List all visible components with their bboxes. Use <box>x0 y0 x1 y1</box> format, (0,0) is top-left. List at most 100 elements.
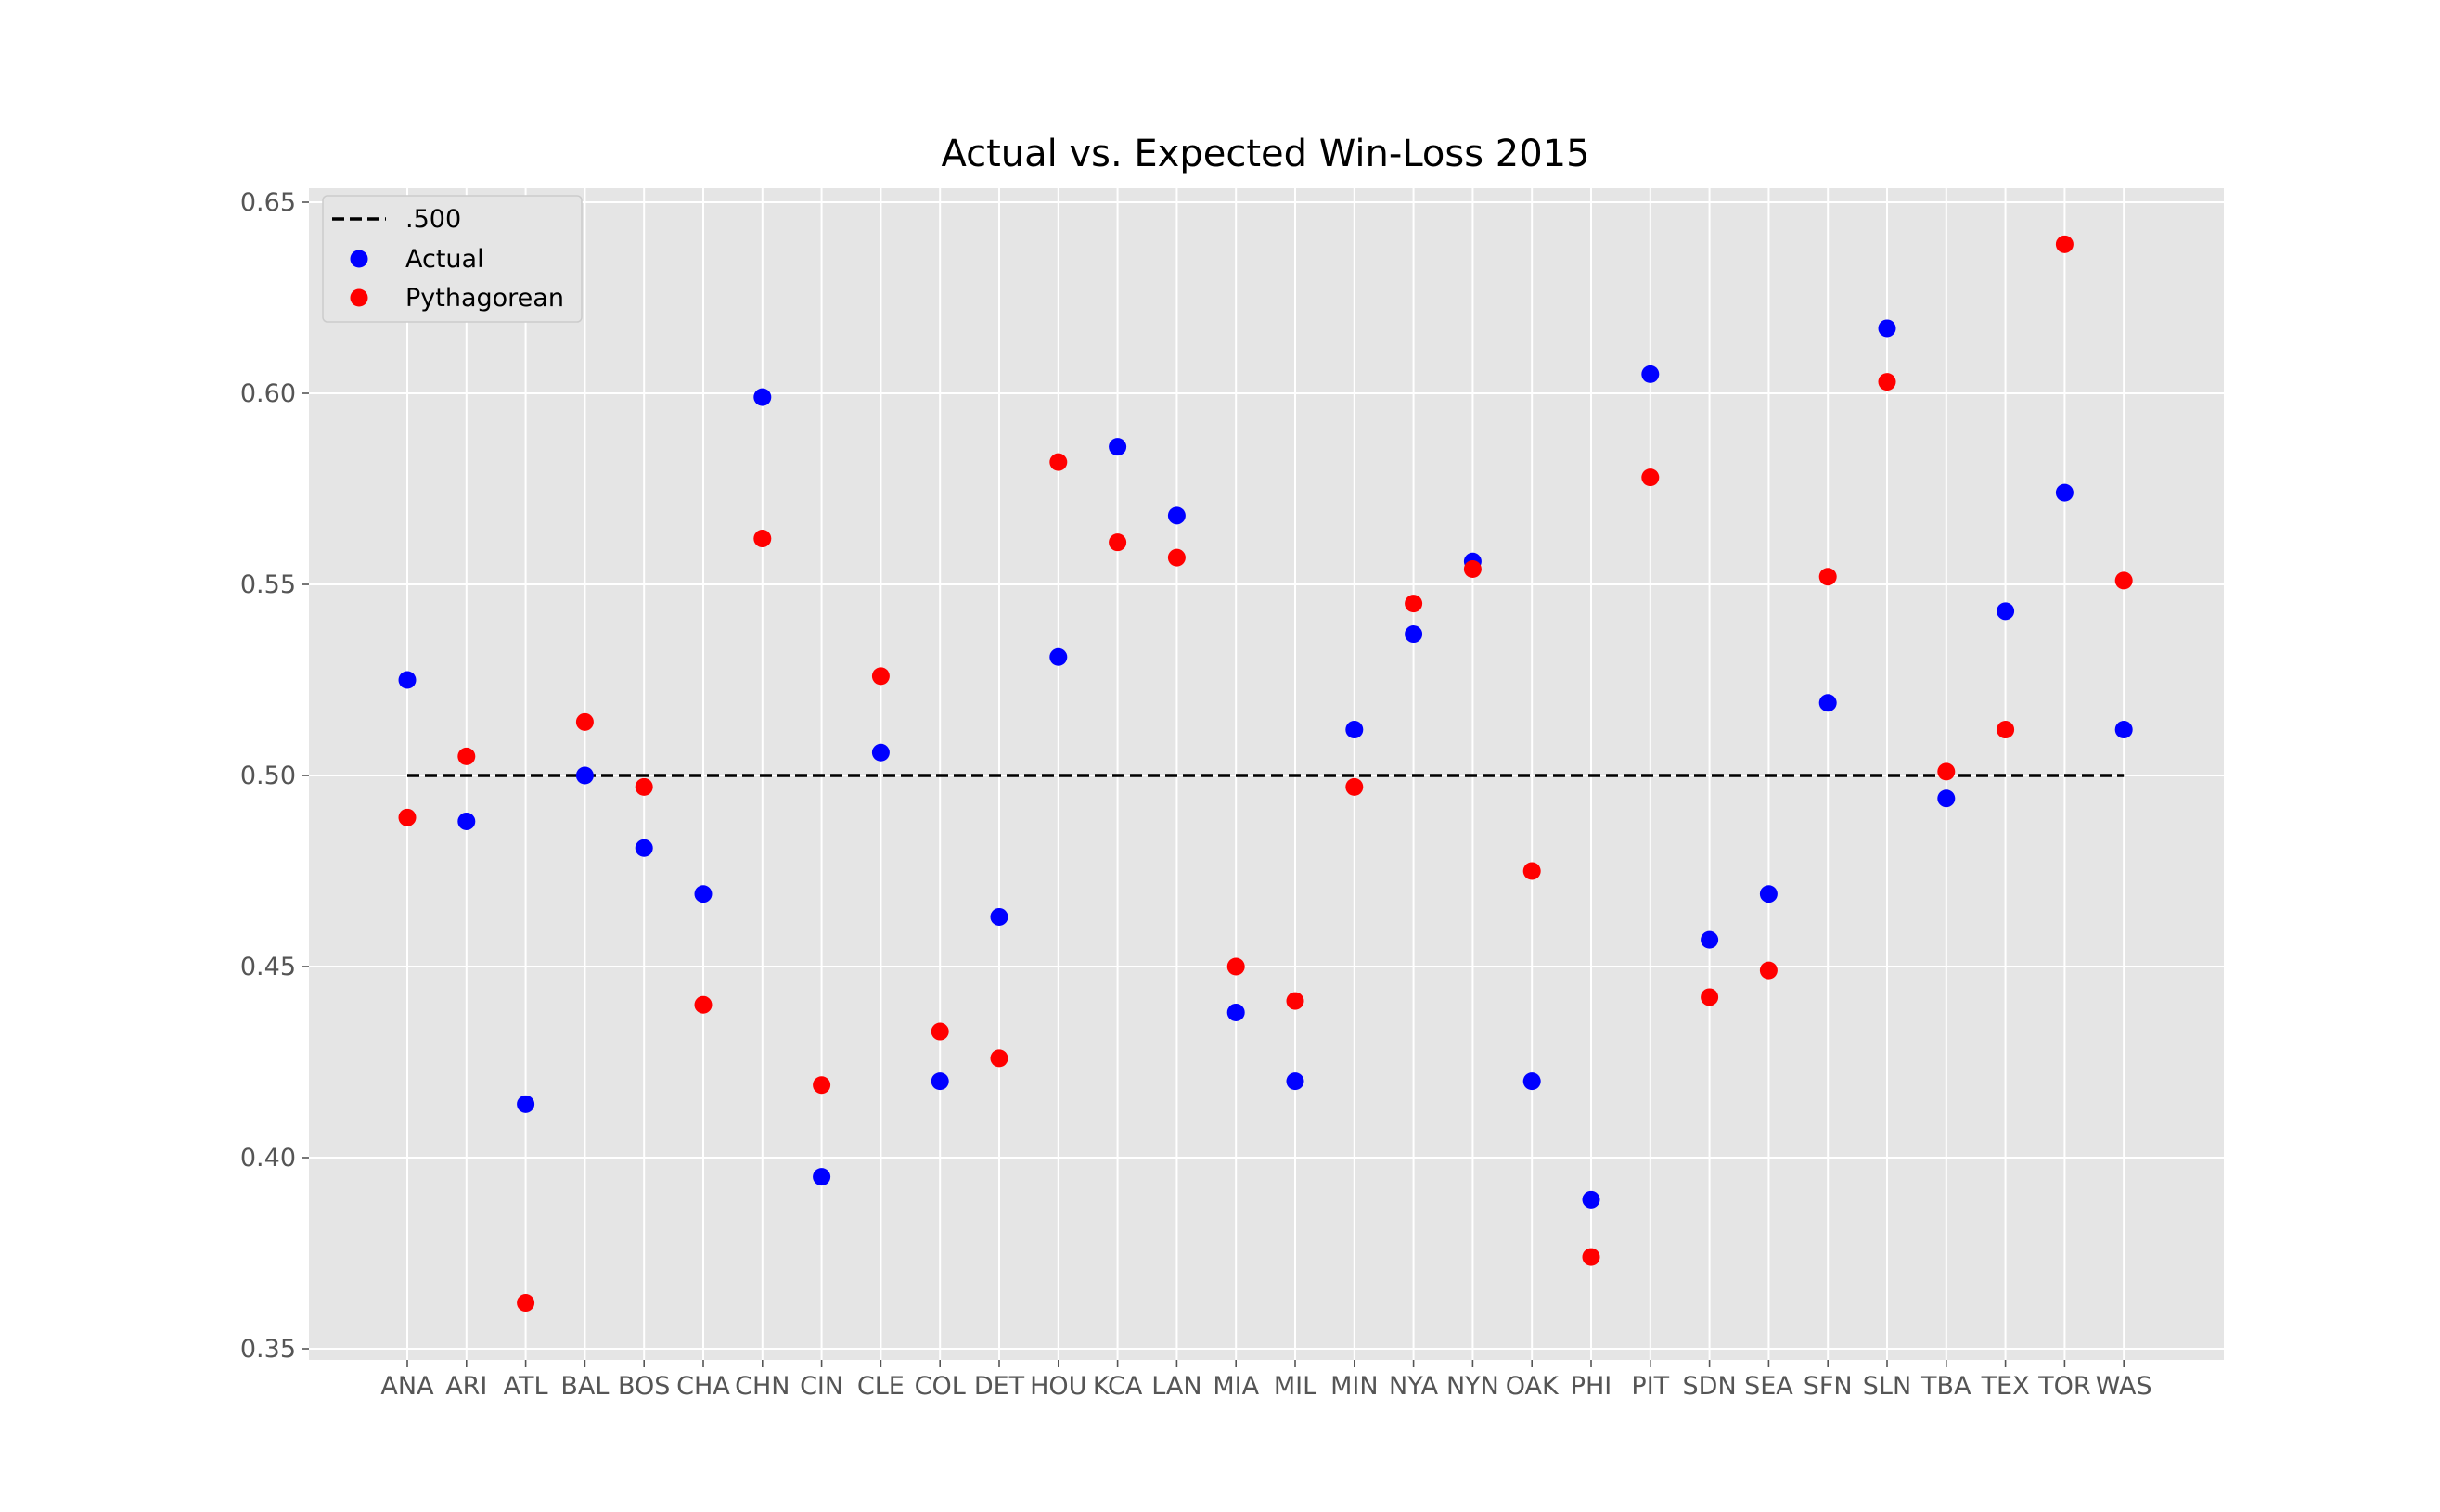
pythagorean-point-nya <box>1405 595 1423 613</box>
x-tick-label: DET <box>974 1372 1025 1401</box>
actual-point-bos <box>635 839 653 857</box>
pythagorean-point-det <box>990 1049 1008 1068</box>
x-tick-label: SDN <box>1683 1372 1737 1401</box>
y-tick-label: 0.65 <box>240 188 296 217</box>
x-tick-label: HOU <box>1030 1372 1086 1401</box>
x-tick-label: MIN <box>1330 1372 1378 1401</box>
pythagorean-point-ari <box>457 747 476 765</box>
y-tick-label: 0.55 <box>240 570 296 599</box>
legend-pythagorean-marker <box>350 288 368 307</box>
actual-point-min <box>1345 721 1364 739</box>
x-tick-label: PHI <box>1571 1372 1612 1401</box>
x-tick-label: BOS <box>618 1372 670 1401</box>
actual-point-ana <box>398 671 417 689</box>
pythagorean-point-sfn <box>1818 568 1837 586</box>
actual-point-hou <box>1049 647 1068 666</box>
pythagorean-point-oak <box>1522 862 1541 880</box>
pythagorean-point-bal <box>575 712 594 731</box>
actual-point-col <box>931 1072 949 1091</box>
actual-point-phi <box>1582 1190 1600 1209</box>
x-tick-label: LAN <box>1151 1372 1201 1401</box>
x-tick-label: PIT <box>1631 1372 1669 1401</box>
x-tick-label: SLN <box>1863 1372 1911 1401</box>
y-tick-label: 0.50 <box>240 762 296 790</box>
pythagorean-point-cha <box>694 995 713 1014</box>
pythagorean-point-kca <box>1109 533 1127 552</box>
pythagorean-point-cle <box>871 667 890 686</box>
x-tick-label: ANA <box>380 1372 434 1401</box>
pythagorean-point-mia <box>1226 957 1245 976</box>
legend-label-pythagorean: Pythagorean <box>405 284 564 313</box>
legend-label-actual: Actual <box>405 245 484 274</box>
x-tick-label: NYA <box>1389 1372 1439 1401</box>
x-tick-label: TBA <box>1920 1372 1971 1401</box>
actual-point-sdn <box>1701 930 1719 949</box>
x-tick-label: BAL <box>560 1372 609 1401</box>
y-tick-label: 0.60 <box>240 379 296 408</box>
pythagorean-point-chn <box>753 530 772 548</box>
actual-point-nya <box>1405 625 1423 644</box>
pythagorean-point-sln <box>1878 373 1896 391</box>
actual-point-pit <box>1641 365 1660 383</box>
axis-ticks: 0.35 0.40 0.45 0.50 0.55 0.60 0.65 ANA ARI ATL BAL… <box>240 188 2152 1401</box>
pythagorean-point-nyn <box>1463 560 1482 579</box>
pythagorean-point-cin <box>813 1076 831 1095</box>
actual-point-chn <box>753 388 772 406</box>
actual-point-det <box>990 907 1008 926</box>
x-tick-label: COL <box>915 1372 966 1401</box>
x-tick-label: OAK <box>1506 1372 1560 1401</box>
actual-point-kca <box>1109 438 1127 456</box>
actual-point-bal <box>575 766 594 785</box>
actual-point-sln <box>1878 319 1896 338</box>
x-tick-label: SEA <box>1744 1372 1793 1401</box>
actual-point-lan <box>1167 506 1186 525</box>
actual-point-cha <box>694 885 713 903</box>
actual-point-mia <box>1226 1003 1245 1021</box>
pythagorean-point-atl <box>517 1294 535 1313</box>
pythagorean-point-sdn <box>1701 988 1719 1006</box>
chart-title: Actual vs. Expected Win-Loss 2015 <box>941 133 1589 175</box>
pythagorean-point-mil <box>1286 992 1304 1010</box>
actual-point-sea <box>1759 885 1778 903</box>
actual-point-cin <box>813 1168 831 1186</box>
actual-point-oak <box>1522 1072 1541 1091</box>
actual-point-tex <box>1997 602 2015 621</box>
pythagorean-point-tba <box>1937 762 1956 781</box>
y-tick-label: 0.35 <box>240 1335 296 1364</box>
x-tick-label: CHN <box>735 1372 790 1401</box>
pythagorean-point-sea <box>1759 961 1778 980</box>
pythagorean-point-lan <box>1167 548 1186 567</box>
x-tick-label: TEX <box>1981 1372 2030 1401</box>
y-tick-label: 0.40 <box>240 1144 296 1172</box>
actual-point-atl <box>517 1095 535 1113</box>
pythagorean-point-was <box>2114 571 2133 590</box>
actual-point-sfn <box>1818 694 1837 712</box>
x-tick-label: MIA <box>1213 1372 1259 1401</box>
x-tick-label: KCA <box>1093 1372 1143 1401</box>
pythagorean-point-phi <box>1582 1248 1600 1266</box>
pythagorean-point-min <box>1345 777 1364 796</box>
x-tick-label: TOR <box>2037 1372 2091 1401</box>
legend-box <box>322 195 583 323</box>
pythagorean-point-ana <box>398 808 417 826</box>
actual-point-tor <box>2055 483 2074 502</box>
actual-point-tba <box>1937 789 1956 808</box>
x-tick-label: ATL <box>504 1372 548 1401</box>
x-tick-label: ARI <box>445 1372 487 1401</box>
legend: .500 Actual Pythagorean <box>322 195 583 323</box>
data-points <box>398 235 2133 1313</box>
x-tick-label: SFN <box>1804 1372 1853 1401</box>
pythagorean-point-bos <box>635 777 653 796</box>
pythagorean-point-tex <box>1997 721 2015 739</box>
x-tick-label: CHA <box>676 1372 730 1401</box>
pythagorean-point-pit <box>1641 468 1660 487</box>
pythagorean-point-hou <box>1049 453 1068 471</box>
legend-actual-marker <box>350 250 368 268</box>
x-tick-label: NYN <box>1446 1372 1499 1401</box>
y-tick-label: 0.45 <box>240 953 296 981</box>
x-tick-label: CLE <box>857 1372 905 1401</box>
actual-point-was <box>2114 721 2133 739</box>
actual-point-ari <box>457 812 476 830</box>
actual-point-mil <box>1286 1072 1304 1091</box>
